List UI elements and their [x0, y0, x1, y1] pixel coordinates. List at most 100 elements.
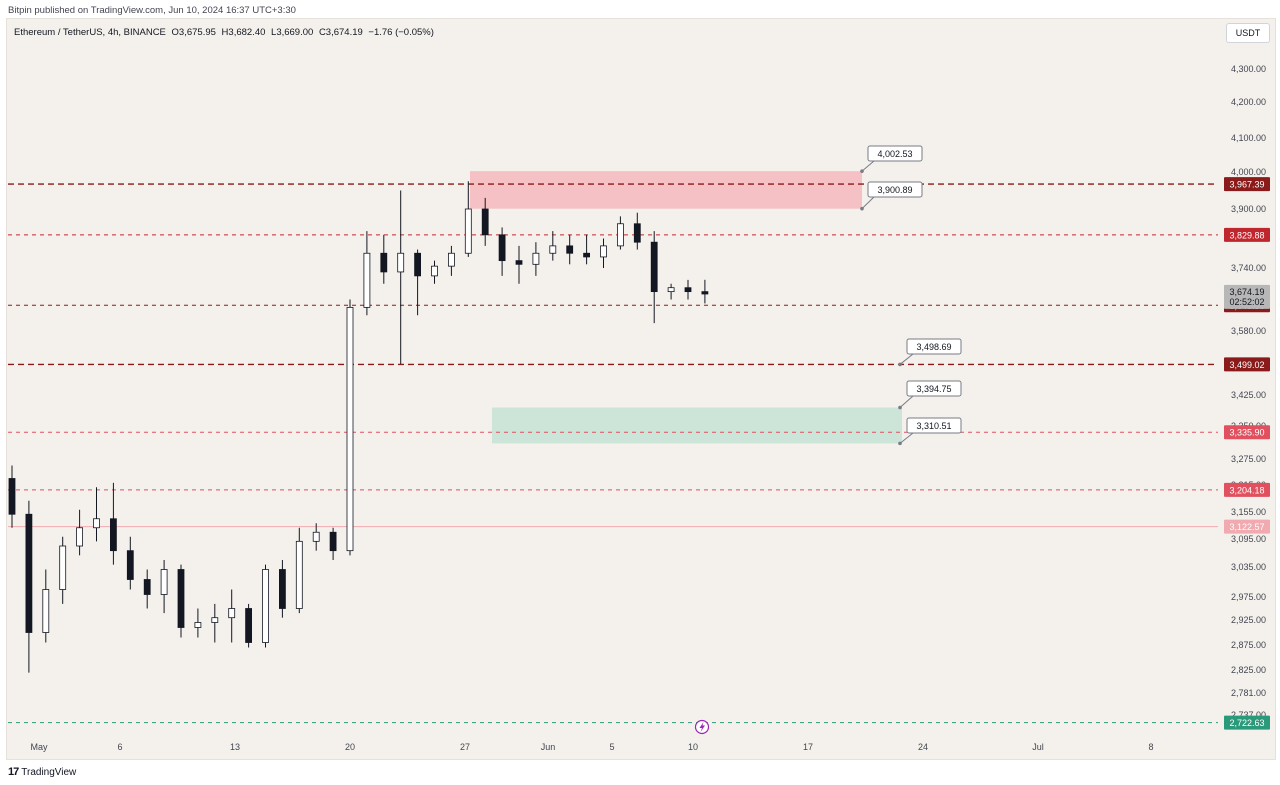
x-axis-tick-label: 10: [688, 742, 698, 752]
callout-box[interactable]: [906, 380, 962, 397]
callout-anchor: [860, 206, 864, 211]
candle-body[interactable]: [194, 622, 202, 628]
candle-body[interactable]: [583, 252, 590, 258]
lightning-bolt-icon: [699, 722, 705, 732]
candle-body[interactable]: [346, 306, 354, 552]
chart-frame[interactable]: [6, 18, 1276, 760]
candle-body[interactable]: [617, 223, 624, 247]
callout-anchor: [898, 441, 902, 446]
candle-body[interactable]: [110, 518, 117, 552]
y-axis-tick-label: 3,425.00: [1231, 390, 1266, 400]
candle-body[interactable]: [380, 252, 388, 273]
x-axis-tick-label: Jun: [541, 742, 556, 752]
candle-body[interactable]: [498, 234, 506, 262]
y-axis-tick-label: 3,275.00: [1231, 454, 1266, 464]
y-axis-tick-label: 2,925.00: [1231, 615, 1266, 625]
high-value: H3,682.40: [221, 27, 266, 38]
callout-leader: [899, 353, 914, 365]
current-price-label-bg: [1224, 284, 1270, 309]
y-axis-tick-label: 3,580.00: [1231, 326, 1266, 336]
candle-body[interactable]: [684, 287, 692, 293]
y-axis-tick-label: 3,095.00: [1231, 534, 1266, 544]
candle-body[interactable]: [295, 540, 303, 609]
callout-box[interactable]: [906, 417, 962, 434]
callout-anchor: [860, 169, 864, 173]
callout-label: 3,900.89: [877, 185, 912, 195]
candle-body[interactable]: [59, 545, 67, 590]
resistance-zone[interactable]: [470, 171, 862, 209]
candle-body[interactable]: [177, 569, 185, 628]
price-line-label: 3,829.88: [1229, 230, 1264, 240]
x-axis-tick-label: Jul: [1032, 742, 1044, 752]
price-line-label-bg: [1224, 715, 1270, 730]
y-axis-tick-label: 4,200.00: [1231, 97, 1266, 107]
y-axis-tick-label: 2,875.00: [1231, 640, 1266, 650]
low-value: L3,669.00: [271, 27, 314, 38]
candle-body[interactable]: [312, 531, 320, 542]
candle-body[interactable]: [25, 513, 33, 633]
y-axis-tick-label: 2,781.00: [1231, 688, 1266, 698]
price-line-label: 3,204.18: [1229, 485, 1264, 495]
candle-body[interactable]: [76, 527, 83, 547]
candle-body[interactable]: [143, 579, 151, 595]
candle-body[interactable]: [160, 569, 168, 595]
price-line-label: 2,722.63: [1229, 718, 1264, 728]
candle-body[interactable]: [329, 531, 337, 552]
callout-box[interactable]: [867, 181, 923, 198]
candle-body[interactable]: [650, 241, 658, 293]
x-axis-tick-label: 8: [1148, 742, 1153, 752]
price-line-label-bg: [1224, 227, 1270, 242]
support-zone[interactable]: [492, 407, 902, 444]
candle-body[interactable]: [126, 550, 134, 580]
candle-body[interactable]: [431, 265, 438, 277]
candle-body[interactable]: [414, 252, 422, 277]
x-axis-tick-label: 24: [918, 742, 928, 752]
callout-box[interactable]: [906, 338, 962, 355]
candle-body[interactable]: [278, 569, 286, 609]
candle-body[interactable]: [8, 478, 16, 515]
callout-leader: [861, 196, 875, 210]
price-line-label-bg: [1224, 425, 1270, 440]
currency-button[interactable]: USDT: [1226, 23, 1270, 43]
tradingview-logo[interactable]: 17 TradingView: [8, 766, 76, 778]
publish-info: Bitpin published on TradingView.com, Jun…: [8, 5, 296, 16]
candle-body[interactable]: [600, 245, 607, 258]
x-axis-tick-label: 5: [609, 742, 614, 752]
y-axis-tick-label: 2,975.00: [1231, 592, 1266, 602]
tradingview-logo-text: TradingView: [21, 766, 77, 778]
price-line-label: 3,967.39: [1229, 180, 1264, 190]
candle-body[interactable]: [464, 208, 472, 254]
candle-body[interactable]: [633, 223, 641, 243]
candle-body[interactable]: [566, 245, 574, 254]
callout-label: 3,310.51: [916, 421, 951, 431]
candle-body[interactable]: [515, 260, 523, 265]
candle-body[interactable]: [42, 589, 50, 633]
candle-body[interactable]: [701, 291, 709, 295]
candle-body[interactable]: [397, 252, 405, 273]
candle-body[interactable]: [549, 245, 557, 254]
x-axis-tick-label: 13: [230, 742, 240, 752]
price-line-label: 3,122.57: [1229, 522, 1264, 532]
symbol-title[interactable]: Ethereum / TetherUS, 4h, BINANCE: [14, 27, 166, 38]
price-line-label-bg: [1224, 177, 1270, 192]
callout-label: 3,394.75: [916, 384, 951, 394]
candle-body[interactable]: [481, 208, 489, 236]
candle-body[interactable]: [245, 608, 253, 643]
candle-body[interactable]: [93, 518, 100, 529]
x-axis-tick-label: 17: [803, 742, 813, 752]
candle-body[interactable]: [262, 569, 269, 643]
callout-box[interactable]: [867, 145, 923, 162]
candle-body[interactable]: [228, 608, 236, 619]
candle-body[interactable]: [447, 252, 455, 267]
open-value: O3,675.95: [171, 27, 216, 38]
bar-countdown-label: 02:52:02: [1229, 297, 1264, 307]
price-line-label: 3,499.02: [1229, 360, 1264, 370]
candle-body[interactable]: [211, 617, 219, 623]
candle-body[interactable]: [532, 252, 540, 265]
close-value: C3,674.19: [318, 27, 363, 38]
callout-label: 3,498.69: [916, 342, 951, 352]
candle-body[interactable]: [667, 287, 675, 293]
y-axis-tick-label: 4,000.00: [1231, 167, 1266, 177]
candle-body[interactable]: [363, 252, 371, 308]
